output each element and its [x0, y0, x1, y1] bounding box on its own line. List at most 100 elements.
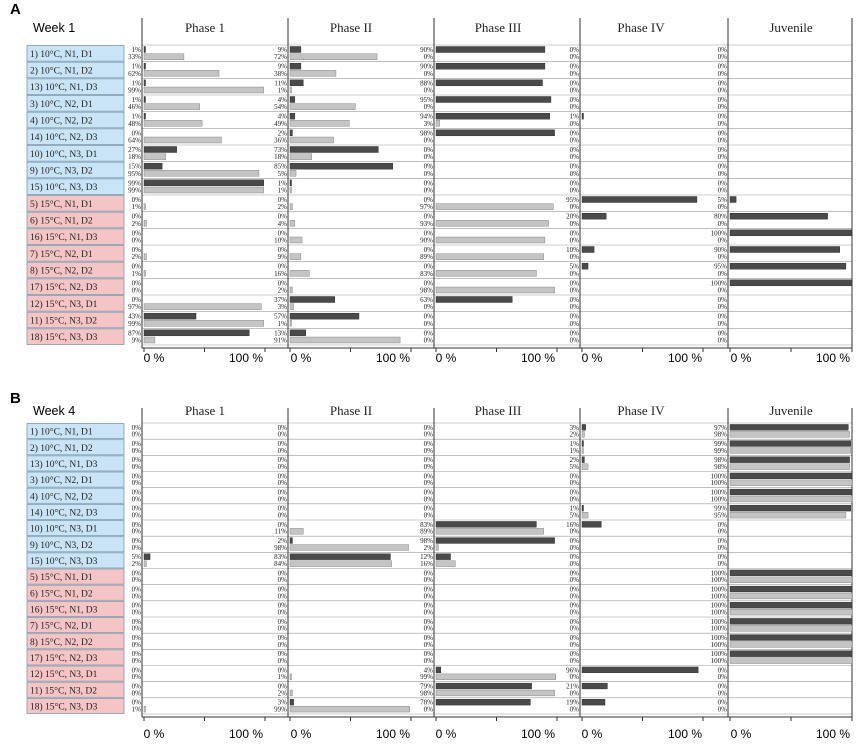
value-label-dark: 0% [718, 553, 728, 561]
x-tick-label: 0 % [582, 351, 603, 365]
value-label-light: 0% [424, 479, 434, 487]
value-label-dark: 78% [420, 699, 433, 707]
bar-dark [143, 329, 250, 337]
bar-dark [143, 162, 163, 170]
row-label: 1) 10°C, N1, D1 [30, 49, 93, 60]
value-label-dark: 21% [566, 682, 579, 690]
value-label-dark: 90% [714, 246, 727, 254]
row-label-box [26, 649, 125, 666]
x-tick-label: 100 % [376, 727, 410, 741]
bar-dark [289, 179, 292, 187]
x-tick-label: 100 % [521, 727, 555, 741]
value-label-dark: 96% [566, 666, 579, 674]
bar-light [289, 528, 304, 535]
bar-light [729, 512, 847, 519]
row-label: 6) 15°C, N1, D2 [30, 216, 93, 227]
value-label-dark: 100% [711, 472, 728, 480]
bar-light [729, 609, 853, 616]
bar-light [143, 153, 166, 160]
value-label-light: 0% [132, 463, 142, 471]
bar-light [289, 253, 302, 260]
value-label-dark: 63% [420, 296, 433, 304]
value-label-dark: 0% [132, 263, 142, 271]
bar-dark [729, 505, 851, 512]
value-label-dark: 0% [570, 553, 580, 561]
value-label-light: 2% [278, 689, 288, 697]
value-label-light: 1% [132, 203, 142, 211]
value-label-light: 1% [278, 673, 288, 681]
bar-dark [289, 699, 294, 706]
value-label-light: 0% [424, 512, 434, 520]
value-label-dark: 0% [278, 585, 288, 593]
value-label-light: 0% [570, 87, 580, 95]
bar-dark [143, 79, 146, 87]
value-label-dark: 0% [424, 229, 434, 237]
value-label-dark: 0% [278, 424, 288, 432]
value-label-light: 99% [714, 447, 727, 455]
value-label-dark: 0% [424, 602, 434, 610]
bar-light [143, 203, 146, 210]
value-label-dark: 0% [424, 488, 434, 496]
value-label-light: 0% [570, 303, 580, 311]
row-label-box [26, 111, 125, 129]
value-label-dark: 0% [278, 650, 288, 658]
value-label-light: 0% [570, 706, 580, 714]
value-label-dark: 0% [570, 179, 580, 187]
bar-light [581, 512, 589, 519]
bar-dark [289, 46, 302, 53]
bar-light [435, 689, 555, 697]
bar-light [289, 270, 310, 277]
row-label: 15) 10°C, N3, D3 [30, 556, 98, 567]
value-label-dark: 100% [711, 650, 728, 658]
value-label-light: 95% [714, 512, 727, 520]
value-label-light: 97% [420, 203, 433, 211]
bar-dark [289, 312, 360, 320]
value-label-light: 1% [132, 270, 142, 278]
value-label-light: 0% [718, 153, 728, 161]
value-label-light: 0% [132, 495, 142, 503]
value-label-dark: 0% [132, 229, 142, 237]
value-label-light: 0% [570, 592, 580, 600]
x-tick-label: 0 % [582, 727, 603, 741]
value-label-dark: 5% [132, 553, 142, 561]
bar-light [289, 153, 312, 160]
value-label-dark: 0% [132, 666, 142, 674]
bar-light [289, 544, 409, 551]
row-label: 4) 10°C, N2, D2 [30, 491, 93, 502]
row-label: 6) 15°C, N1, D2 [30, 588, 93, 599]
value-label-dark: 0% [718, 146, 728, 154]
row-label: 11) 15°C, N3, D2 [30, 685, 97, 696]
value-label-light: 2% [278, 203, 288, 211]
value-label-dark: 0% [132, 488, 142, 496]
value-label-dark: 0% [718, 96, 728, 104]
value-label-light: 0% [278, 463, 288, 471]
row-label-box [26, 161, 125, 179]
value-label-dark: 9% [278, 46, 288, 54]
value-label-dark: 0% [424, 424, 434, 432]
value-label-dark: 0% [132, 279, 142, 287]
value-label-light: 0% [570, 70, 580, 78]
row-label: 15) 10°C, N3, D3 [30, 182, 98, 193]
row-label: 10) 10°C, N3, D1 [30, 524, 98, 535]
x-tick-label: 100 % [229, 727, 263, 741]
value-label-dark: 0% [424, 650, 434, 658]
value-label-light: 0% [570, 320, 580, 328]
bar-dark [729, 279, 853, 287]
value-label-dark: 0% [132, 456, 142, 464]
value-label-light: 38% [274, 70, 287, 78]
bar-light [435, 270, 537, 277]
value-label-light: 99% [420, 673, 433, 681]
row-label: 13) 10°C, N1, D3 [30, 82, 98, 93]
value-label-dark: 0% [278, 488, 288, 496]
value-label-light: 1% [570, 447, 580, 455]
value-label-light: 0% [424, 153, 434, 161]
value-label-dark: 1% [132, 113, 142, 121]
value-label-dark: 0% [570, 296, 580, 304]
week-title: Week 1 [33, 21, 75, 35]
value-label-dark: 0% [132, 537, 142, 545]
value-label-light: 2% [278, 287, 288, 295]
value-label-light: 0% [570, 53, 580, 61]
value-label-light: 1% [278, 187, 288, 195]
value-label-light: 64% [128, 137, 141, 145]
